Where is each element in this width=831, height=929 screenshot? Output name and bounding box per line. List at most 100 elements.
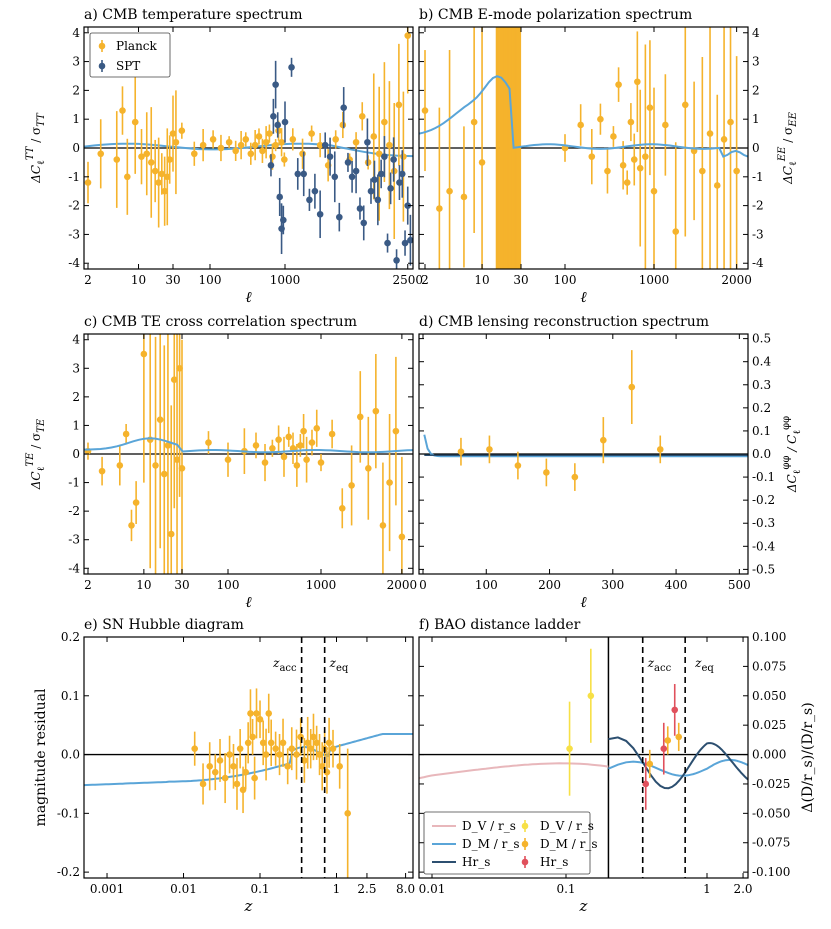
planck-point xyxy=(470,27,478,233)
spt-point xyxy=(390,137,397,182)
spt-point xyxy=(280,205,287,235)
planck-point-marker xyxy=(131,118,139,126)
planck-point xyxy=(303,436,310,483)
x-axis-label: ℓ xyxy=(580,593,586,611)
planck-point xyxy=(460,126,468,268)
planck-point xyxy=(116,445,124,486)
planck-point-marker xyxy=(178,464,186,472)
plot-area-a xyxy=(84,27,413,269)
planck-point-marker xyxy=(113,156,121,163)
y-tick-label: 0.4 xyxy=(752,355,771,369)
sn-point-marker xyxy=(256,715,264,723)
planck-point xyxy=(146,334,154,569)
spt-point xyxy=(288,57,295,77)
sn-point-marker xyxy=(297,733,304,741)
sn-point-marker xyxy=(262,751,270,758)
sn-point-marker xyxy=(236,745,244,752)
y-tick-label: -1 xyxy=(752,170,764,184)
sn-point-marker xyxy=(318,763,326,770)
planck-point-marker xyxy=(300,427,307,435)
legend-marker xyxy=(521,840,529,848)
planck-point xyxy=(392,356,400,506)
legend-box xyxy=(423,811,591,875)
spt-point-marker xyxy=(407,236,413,244)
sn-point xyxy=(301,738,308,783)
spt-point xyxy=(344,152,352,172)
legend-marker xyxy=(521,822,529,830)
planck-point-marker xyxy=(122,430,130,438)
dm-point-marker xyxy=(675,733,683,741)
planck-point xyxy=(173,334,181,574)
y-tick-label: -3 xyxy=(68,227,80,241)
panel-title: f) BAO distance ladder xyxy=(419,617,581,633)
planck-point xyxy=(713,94,721,269)
x-tick-label: 300 xyxy=(601,578,624,592)
planck-point xyxy=(147,107,155,218)
planck-point-marker xyxy=(98,467,106,475)
planck-point-marker xyxy=(379,522,387,529)
planck-point xyxy=(656,435,664,464)
plot-frame-e xyxy=(83,636,414,879)
planck-point xyxy=(225,136,233,149)
y-axis-label: ΔCℓTE / σTE xyxy=(25,418,47,490)
sn-point-marker xyxy=(249,733,256,741)
planck-point xyxy=(628,350,636,424)
sn-point-marker xyxy=(233,780,241,788)
y-tick-label: -4 xyxy=(752,256,764,270)
planck-point-marker xyxy=(404,32,412,39)
planck-point-marker xyxy=(713,182,721,189)
spt-point xyxy=(281,101,289,143)
y-tick-label: -0.075 xyxy=(752,836,790,850)
planck-point-marker xyxy=(470,118,478,126)
sn-point xyxy=(265,693,273,734)
spt-point-marker xyxy=(316,210,324,218)
panel-title: e) SN Hubble diagram xyxy=(84,617,244,633)
planck-point xyxy=(275,425,282,454)
sn-point-marker xyxy=(251,774,258,782)
spt-point-marker xyxy=(274,121,282,129)
model-curve xyxy=(84,437,413,454)
planck-point-marker xyxy=(97,150,105,158)
planck-point xyxy=(446,50,453,269)
planck-point xyxy=(158,153,166,195)
planck-point xyxy=(610,126,617,147)
spt-point xyxy=(381,136,388,178)
spt-point xyxy=(364,118,371,167)
planck-point-marker xyxy=(272,141,279,149)
planck-point xyxy=(172,90,180,195)
planck-point-marker xyxy=(446,187,453,195)
planck-point xyxy=(358,102,366,131)
x-tick-label: 2000 xyxy=(721,273,752,287)
spt-point xyxy=(393,249,400,269)
x-tick-label: 8.0 xyxy=(396,882,415,896)
planck-point-marker xyxy=(280,453,288,461)
planck-point-marker xyxy=(247,150,255,158)
spt-point xyxy=(311,173,319,209)
sn-point xyxy=(288,727,296,771)
sn-point-marker xyxy=(272,745,279,752)
legend-label: Hr_s xyxy=(540,855,568,869)
planck-point-marker xyxy=(262,138,270,146)
planck-point-marker xyxy=(225,138,233,146)
x-tick-label: 0 xyxy=(419,578,427,592)
plot-area-f xyxy=(419,637,748,878)
planck-point xyxy=(84,161,92,204)
spt-point xyxy=(404,186,412,225)
planck-point xyxy=(278,128,285,157)
planck-point-marker xyxy=(285,433,293,441)
x-tick-label: 30 xyxy=(165,273,180,287)
y-tick-label: -0.2 xyxy=(57,865,80,879)
spt-point-marker xyxy=(311,187,319,195)
planck-point-marker xyxy=(421,107,429,114)
spt-point xyxy=(294,158,302,190)
y-tick-label: -0.100 xyxy=(752,865,790,879)
planck-point xyxy=(619,141,627,190)
y-tick-label: 0.075 xyxy=(752,659,786,673)
planck-point xyxy=(348,445,355,526)
planck-point xyxy=(365,416,372,520)
planck-point-marker xyxy=(627,118,635,126)
panel-title: d) CMB lensing reconstruction spectrum xyxy=(419,314,709,330)
spt-point xyxy=(306,188,313,211)
planck-point xyxy=(404,27,412,94)
